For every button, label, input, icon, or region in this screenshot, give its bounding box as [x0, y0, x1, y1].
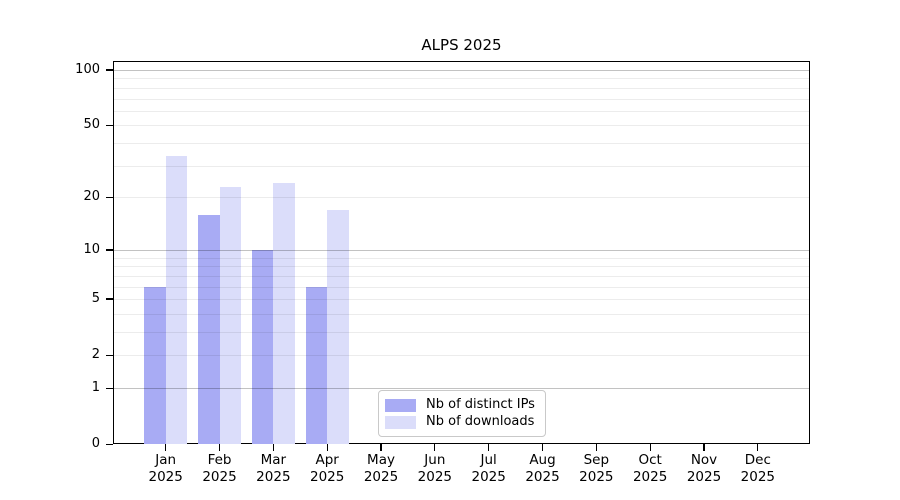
legend: Nb of distinct IPs Nb of downloads	[378, 390, 546, 437]
gridline-minor-4	[114, 313, 809, 315]
gridline-minor-7	[114, 275, 809, 277]
x-tick-label-mar: Mar 2025	[256, 452, 291, 485]
x-tick-label-apr: Apr 2025	[310, 452, 345, 485]
x-tick-mark-mar	[272, 444, 274, 451]
gridline-minor-8	[114, 266, 809, 268]
legend-swatch-downloads	[385, 415, 416, 429]
gridline-major-100	[114, 70, 809, 71]
chart-title: ALPS 2025	[421, 36, 502, 54]
gridline-minor-6	[114, 286, 809, 288]
x-tick-label-jun: Jun 2025	[417, 452, 453, 485]
gridline-minor-40	[114, 143, 809, 145]
y-tick-label-2: 2	[91, 347, 100, 363]
bar-ips-feb	[197, 214, 220, 445]
y-tick-mark-10	[106, 249, 113, 251]
x-tick-mark-oct	[649, 444, 651, 451]
x-tick-mark-jul	[488, 444, 490, 451]
y-tick-mark-2	[106, 354, 113, 356]
x-tick-mark-apr	[326, 444, 328, 451]
legend-label-distinct-ips: Nb of distinct IPs	[426, 397, 535, 412]
gridline-minor-90	[114, 78, 809, 80]
x-tick-label-may: May 2025	[363, 452, 399, 485]
gridline-major-10	[114, 249, 809, 251]
gridline-minor-30	[114, 165, 809, 167]
bar-ips-mar	[251, 249, 274, 445]
legend-item-downloads: Nb of downloads	[385, 414, 537, 430]
gridline-minor-20	[114, 197, 809, 199]
x-tick-label-sep: Sep 2025	[579, 452, 614, 485]
bar-downloads-jan	[165, 155, 188, 445]
gridline-minor-70	[114, 98, 809, 100]
x-tick-mark-aug	[541, 444, 544, 451]
gridline-major-1	[114, 388, 809, 390]
y-tick-mark-50	[106, 124, 113, 127]
x-tick-mark-may	[380, 444, 382, 451]
x-tick-label-jul: Jul 2025	[471, 452, 506, 485]
x-tick-mark-dec	[757, 444, 759, 451]
gridline-minor-80	[114, 87, 809, 89]
y-tick-label-10: 10	[83, 241, 100, 257]
y-tick-label-5: 5	[91, 291, 100, 307]
y-tick-mark-1	[106, 387, 113, 389]
bar-ips-apr	[305, 286, 328, 445]
y-tick-mark-100	[106, 69, 113, 71]
y-tick-label-50: 50	[83, 117, 100, 133]
bar-downloads-apr	[327, 209, 349, 445]
y-tick-label-20: 20	[83, 189, 100, 205]
gridline-minor-3	[114, 331, 809, 333]
y-tick-mark-5	[106, 298, 113, 300]
x-tick-mark-feb	[218, 444, 221, 451]
x-tick-label-jan: Jan 2025	[148, 452, 183, 485]
y-tick-mark-0	[106, 443, 113, 446]
y-tick-label-1: 1	[91, 380, 100, 396]
x-tick-mark-nov	[703, 444, 705, 451]
x-tick-label-feb: Feb 2025	[202, 452, 237, 485]
x-tick-mark-jun	[434, 444, 436, 451]
gridline-minor-60	[114, 110, 809, 112]
x-tick-label-nov: Nov 2025	[686, 452, 722, 485]
gridline-minor-5	[114, 299, 809, 301]
x-tick-label-aug: Aug 2025	[525, 452, 560, 485]
x-tick-mark-sep	[595, 444, 597, 451]
legend-swatch-distinct-ips	[385, 398, 416, 412]
bar-downloads-mar	[273, 183, 295, 445]
y-tick-mark-20	[106, 196, 113, 199]
x-tick-label-dec: Dec 2025	[740, 452, 775, 485]
y-tick-label-100: 100	[75, 62, 100, 77]
x-tick-mark-jan	[165, 444, 167, 451]
x-tick-label-oct: Oct 2025	[632, 452, 668, 485]
gridline-minor-9	[114, 257, 809, 259]
gridline-minor-50	[114, 125, 809, 127]
bar-ips-jan	[144, 286, 166, 445]
y-tick-label-0: 0	[91, 436, 100, 452]
legend-label-downloads: Nb of downloads	[426, 414, 535, 429]
bar-downloads-feb	[219, 186, 242, 445]
gridline-minor-2	[114, 355, 809, 357]
legend-item-distinct-ips: Nb of distinct IPs	[385, 397, 537, 413]
